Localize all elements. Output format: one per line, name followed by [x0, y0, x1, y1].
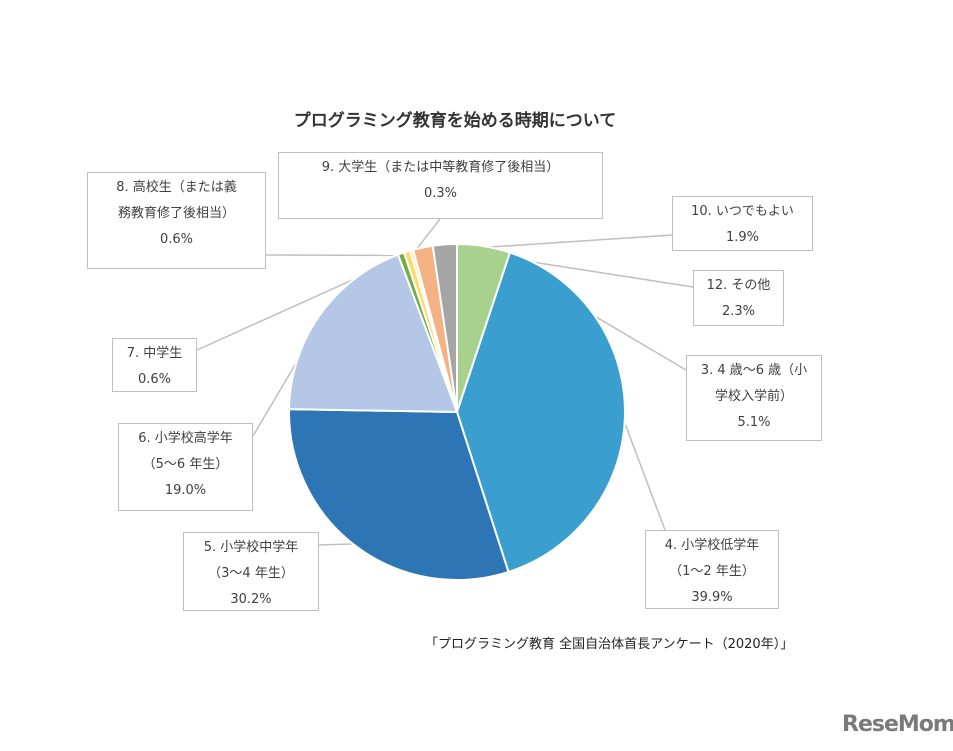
- data-label: 6. 小学校高学年 （5～6 年生） 19.0%: [118, 423, 253, 511]
- slice-label: （3～4 年生）: [208, 566, 294, 581]
- data-label: 5. 小学校中学年 （3～4 年生） 30.2%: [183, 532, 319, 611]
- slice-value: 2.3%: [721, 304, 756, 319]
- slice-value: 39.9%: [691, 590, 733, 605]
- pie-slice: [431, 242, 458, 413]
- data-label: 9. 大学生（または中等教育修了後相当） 0.3%: [278, 152, 603, 219]
- slice-label: （1～2 年生）: [669, 564, 755, 579]
- slice-label: 務教育修了後相当）: [117, 206, 235, 221]
- slice-value: 19.0%: [164, 483, 207, 498]
- slice-label: 4. 小学校低学年: [664, 538, 760, 553]
- slice-label: 12. その他: [706, 278, 771, 293]
- slice-value: 30.2%: [230, 592, 272, 607]
- pie-slice: [455, 251, 626, 574]
- slice-label: 8. 高校生（または義: [116, 180, 237, 195]
- slice-label: 10. いつでもよい: [691, 204, 794, 219]
- slice-value: 1.9%: [725, 230, 760, 245]
- chart-source: 「プログラミング教育 全国自治体首長アンケート（2020年）」: [425, 637, 794, 652]
- slice-value: 0.6%: [137, 372, 172, 387]
- data-label: 3. 4 歳～6 歳（小 学校入学前） 5.1%: [686, 355, 822, 441]
- data-label: 10. いつでもよい 1.9%: [672, 196, 813, 251]
- slice-label: 7. 中学生: [126, 346, 183, 361]
- slice-label: 学校入学前）: [714, 389, 793, 404]
- slice-label: 6. 小学校高学年: [138, 431, 233, 446]
- resemom-logo: ReseMom: [842, 712, 953, 737]
- pie-slice: [288, 408, 510, 581]
- slice-label: 3. 4 歳～6 歳（小: [700, 363, 808, 378]
- chart-title: プログラミング教育を始める時期について: [293, 111, 617, 131]
- slice-value: 0.3%: [423, 186, 458, 201]
- data-label: 12. その他 2.3%: [693, 270, 784, 326]
- data-label: 8. 高校生（または義 務教育修了後相当） 0.6%: [87, 172, 266, 269]
- data-label: 7. 中学生 0.6%: [112, 338, 197, 392]
- slice-value: 5.1%: [737, 415, 771, 430]
- data-label: 4. 小学校低学年 （1～2 年生） 39.9%: [645, 530, 779, 609]
- slice-label: 9. 大学生（または中等教育修了後相当）: [321, 160, 560, 175]
- slice-label: （5～6 年生）: [142, 457, 229, 472]
- leader-line: [620, 412, 666, 531]
- slice-value: 0.6%: [159, 232, 194, 247]
- slice-label: 5. 小学校中学年: [203, 540, 299, 555]
- pie-slice: [288, 253, 459, 414]
